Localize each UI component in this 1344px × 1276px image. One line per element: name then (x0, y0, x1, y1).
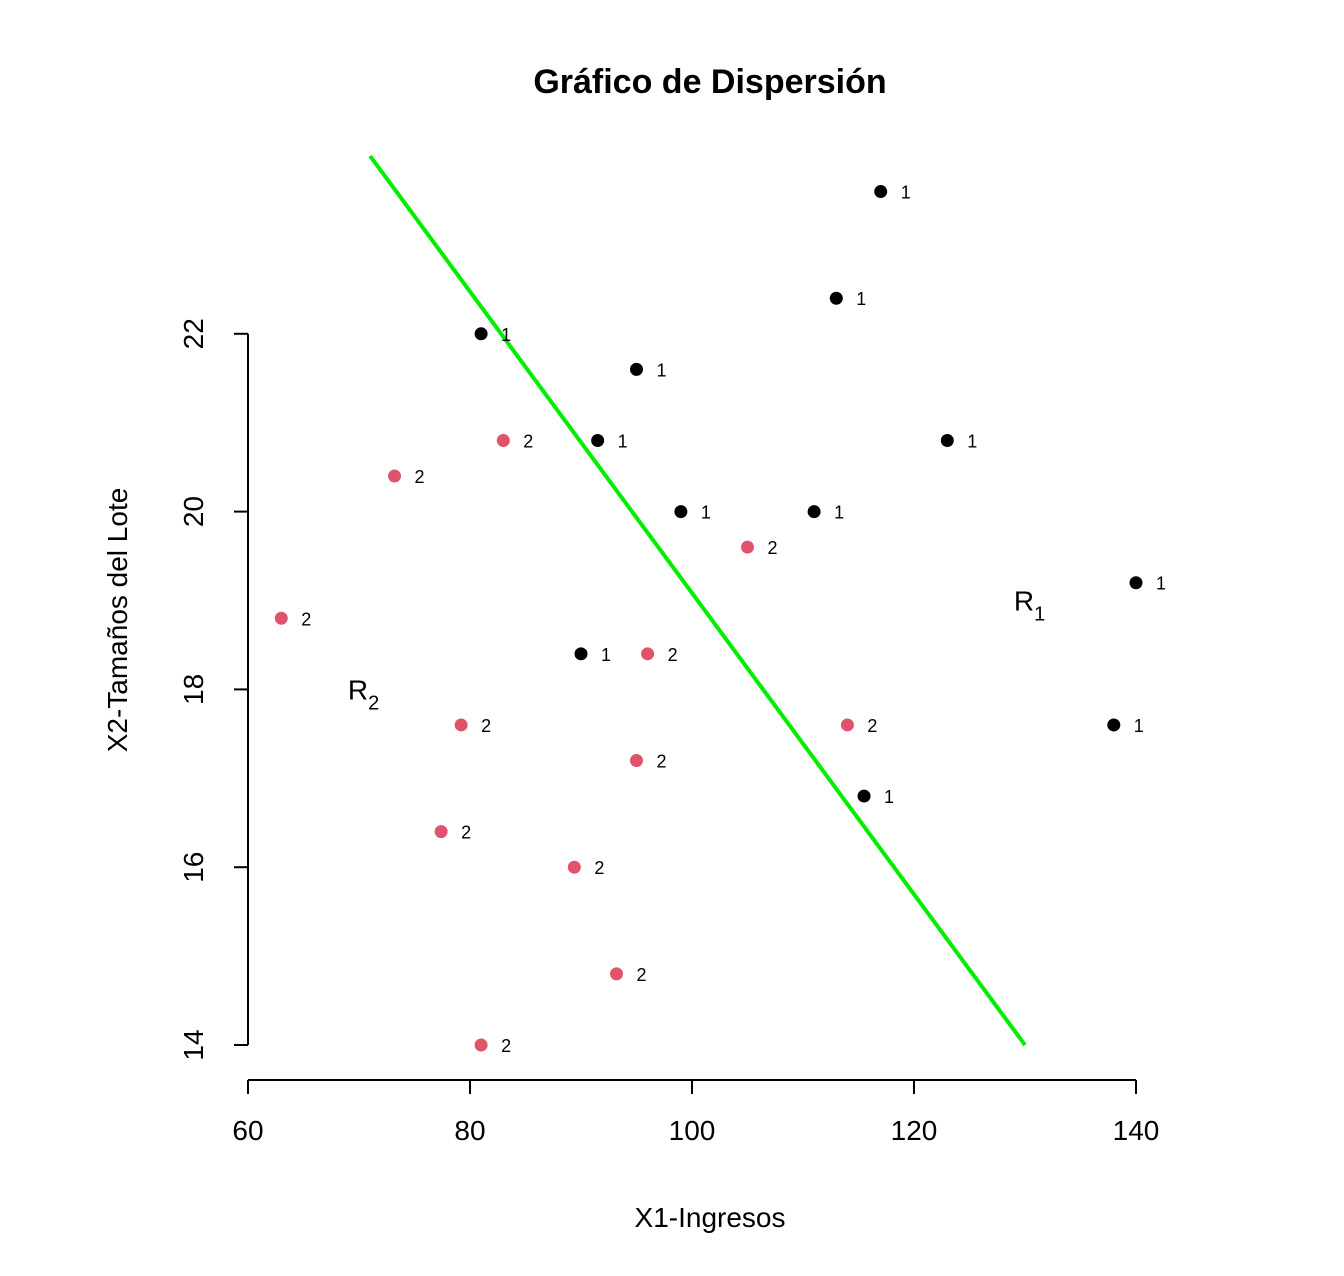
data-point-group-2 (641, 647, 655, 661)
data-point-group-1 (591, 433, 605, 447)
point-label: 2 (501, 1036, 511, 1056)
data-point-group-1 (829, 291, 843, 305)
point-label: 1 (701, 503, 711, 523)
point-label: 2 (768, 538, 778, 558)
region-label-r1: R1 (1014, 586, 1045, 626)
point-label: 1 (856, 289, 866, 309)
data-point-group-1 (807, 505, 821, 519)
separator-line (368, 154, 1027, 1047)
data-point-group-2 (454, 718, 468, 732)
data-point-group-1 (574, 647, 588, 661)
region-labels: R1 R2 (348, 586, 1045, 715)
point-label: 2 (668, 645, 678, 665)
point-label: 1 (834, 503, 844, 523)
point-label: 2 (301, 609, 311, 629)
data-point-group-1 (630, 362, 643, 376)
y-tick-label: 16 (178, 852, 209, 883)
point-label: 1 (901, 183, 911, 203)
x-tick-label: 60 (232, 1115, 263, 1146)
data-point-group-2 (567, 860, 581, 874)
point-label: 2 (637, 965, 647, 985)
data-point-group-1 (474, 327, 488, 341)
point-label: 2 (657, 752, 667, 772)
data-point-group-2 (434, 825, 448, 839)
point-label: 1 (601, 645, 611, 665)
x-tick-label: 80 (454, 1115, 485, 1146)
point-label: 2 (461, 823, 471, 843)
point-label: 1 (1156, 574, 1166, 594)
region-label-r2: R2 (348, 674, 379, 714)
x-tick-label: 140 (1113, 1115, 1160, 1146)
chart-title: Gráfico de Dispersión (533, 63, 886, 101)
x-tick-label: 100 (669, 1115, 716, 1146)
data-point-group-2 (274, 611, 288, 625)
point-label: 1 (618, 431, 628, 451)
data-point-group-1 (1107, 718, 1121, 732)
point-label: 2 (594, 858, 604, 878)
data-point-group-1 (857, 789, 871, 803)
point-label: 2 (415, 467, 425, 487)
y-tick-label: 22 (178, 318, 209, 349)
point-label: 2 (867, 716, 877, 736)
point-label: 2 (481, 716, 491, 736)
point-label: 1 (884, 787, 894, 807)
point-label: 2 (523, 431, 533, 451)
x-tick-label: 120 (891, 1115, 938, 1146)
data-point-group-2 (840, 718, 854, 732)
data-point-group-1 (674, 505, 688, 519)
point-label: 1 (967, 431, 977, 451)
point-label: 1 (1134, 716, 1144, 736)
data-point-group-1 (874, 185, 888, 199)
data-point-group-1 (1129, 576, 1143, 590)
data-point-group-2 (388, 469, 402, 483)
point-label: 1 (501, 325, 511, 345)
y-tick-label: 18 (178, 674, 209, 705)
data-point-group-2 (610, 967, 624, 981)
point-label: 1 (657, 360, 667, 380)
points-layer: 1 1 1 1 1 1 1 1 1 1 1 1 2 2 2 2 2 2 2 2 2 2 2 2 (274, 183, 1166, 1056)
x-axis-title: X1-Ingresos (635, 1202, 786, 1233)
y-tick-label: 20 (178, 496, 209, 527)
data-point-group-2 (741, 540, 754, 554)
separator-line-layer (368, 154, 1027, 1047)
y-axis-title: X2-Tamaños del Lote (102, 488, 133, 753)
data-point-group-2 (496, 433, 510, 447)
data-point-group-2 (474, 1038, 488, 1052)
data-point-group-2 (630, 754, 643, 768)
y-tick-label: 14 (178, 1029, 209, 1060)
data-point-group-1 (940, 433, 954, 447)
